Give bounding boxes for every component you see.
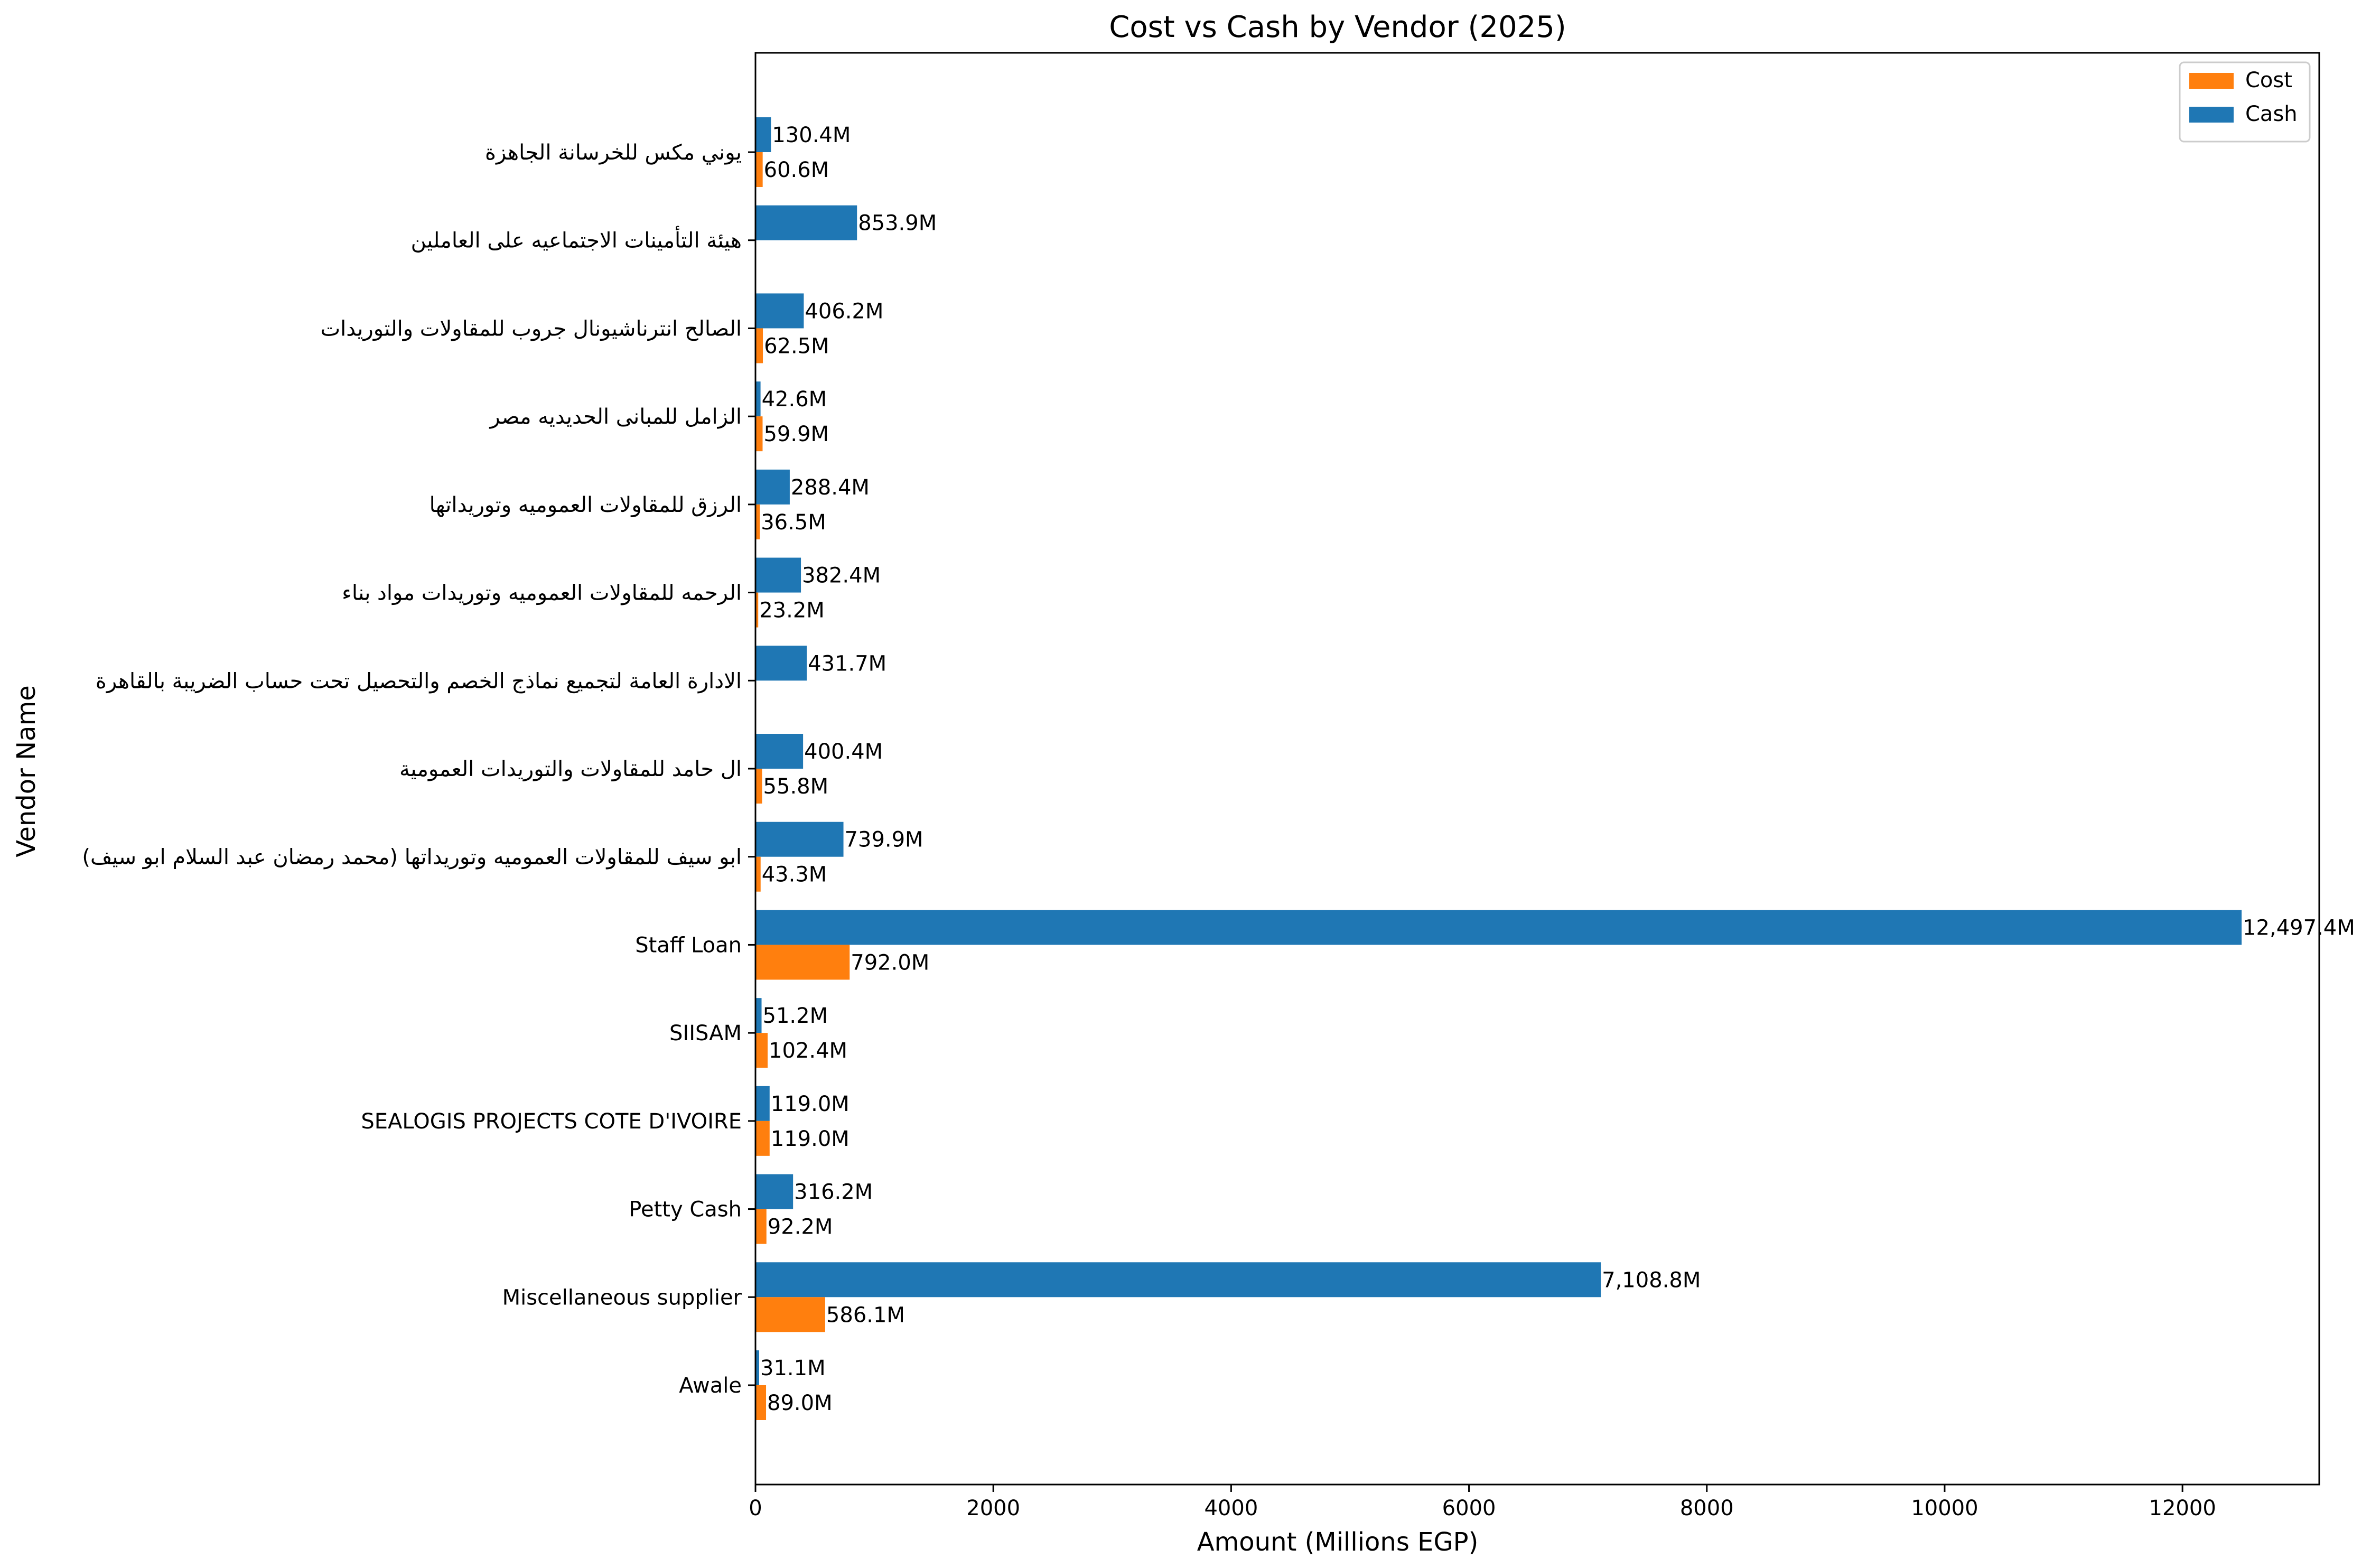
y-tick-label: الزامل للمبانى الحديديه مصر <box>489 405 742 429</box>
cost-bar <box>755 592 759 628</box>
y-tick-label: ال حامد للمقاولات والتوريدات العمومية <box>399 757 742 781</box>
cash-bar <box>755 293 804 329</box>
cash-bar <box>755 822 844 857</box>
cash-bar-label: 130.4M <box>772 123 851 147</box>
cash-bar-label: 406.2M <box>805 299 883 323</box>
cost-bar-label: 43.3M <box>762 863 827 887</box>
y-tick-label: يوني مكس للخرسانة الجاهزة <box>485 141 742 165</box>
x-tick-label: 4000 <box>1204 1496 1258 1520</box>
cost-bar <box>755 769 762 804</box>
cost-bar-label: 60.6M <box>764 158 829 182</box>
cost-bar <box>755 1385 767 1420</box>
cost-bar <box>755 1209 767 1244</box>
x-tick-label: 10000 <box>1911 1496 1978 1520</box>
cash-bar-label: 12,497.4M <box>2243 916 2355 940</box>
y-tick-label: الرزق للمقاولات العموميه وتوريداتها <box>430 493 742 517</box>
cash-bar-label: 42.6M <box>762 387 827 412</box>
cash-bar <box>755 117 771 152</box>
y-tick-label: هيئة التأمينات الاجتماعيه على العاملين <box>411 226 742 253</box>
y-axis-label: Vendor Name <box>12 685 41 857</box>
x-tick-label: 6000 <box>1442 1496 1496 1520</box>
cost-bar-label: 119.0M <box>771 1127 850 1151</box>
y-tick-label: ابو سيف للمقاولات العموميه وتوريداتها (م… <box>82 845 742 870</box>
plot-frame <box>754 52 2320 1486</box>
cost-bar <box>755 328 763 363</box>
y-tick-label: الصالح انترناشيونال جروب للمقاولات والتو… <box>321 316 742 341</box>
legend-swatch <box>2189 73 2234 89</box>
cash-bar <box>755 1174 794 1209</box>
y-tick-label: Staff Loan <box>635 933 742 957</box>
x-axis-label: Amount (Millions EGP) <box>1197 1527 1479 1557</box>
cash-bar <box>755 557 801 593</box>
cash-bar <box>755 910 2242 945</box>
cash-bar-label: 288.4M <box>791 475 870 500</box>
cash-bar-label: 316.2M <box>794 1180 873 1205</box>
cash-bar-label: 7,108.8M <box>1602 1268 1701 1292</box>
cost-bar-label: 102.4M <box>769 1039 847 1063</box>
x-tick-label: 0 <box>749 1496 762 1520</box>
cost-bar-label: 23.2M <box>759 599 825 623</box>
cost-bar <box>755 945 850 980</box>
cost-bar <box>755 1033 768 1068</box>
cash-bar <box>755 205 857 240</box>
cash-bar-label: 739.9M <box>845 828 923 852</box>
legend-label: Cash <box>2245 102 2298 126</box>
y-tick-label: Miscellaneous supplier <box>502 1285 742 1310</box>
cost-bar-label: 792.0M <box>851 950 929 975</box>
cash-bar <box>755 1350 760 1385</box>
cash-bar <box>755 381 761 417</box>
cash-bar-label: 382.4M <box>802 564 881 588</box>
cost-bar-label: 89.0M <box>767 1391 833 1415</box>
chart-title: Cost vs Cash by Vendor (2025) <box>1109 10 1566 44</box>
cost-bar <box>755 1121 770 1156</box>
cash-bar-label: 119.0M <box>771 1092 850 1116</box>
cash-bar-label: 51.2M <box>763 1004 828 1028</box>
cash-bar <box>755 1262 1601 1298</box>
legend-swatch <box>2189 107 2234 123</box>
legend-label: Cost <box>2245 68 2292 92</box>
cost-bar <box>755 1297 825 1332</box>
x-tick-label: 2000 <box>966 1496 1020 1520</box>
cost-bar-label: 36.5M <box>761 510 826 535</box>
plot-area: 130.4M 60.6M يوني مكس للخرسانة الجاهزة 853.… <box>82 52 2355 1520</box>
cost-bar-label: 59.9M <box>763 422 829 446</box>
cash-bar-label: 853.9M <box>858 211 937 236</box>
y-tick-label: الادارة العامة لتجميع نماذج الخصم والتحص… <box>96 669 742 694</box>
cost-bar <box>755 152 763 187</box>
cost-bar <box>755 856 761 892</box>
y-tick-label: الرحمه للمقاولات العموميه وتوريدات مواد … <box>342 581 742 605</box>
cash-bar <box>755 998 762 1033</box>
cash-bar <box>755 646 807 681</box>
y-tick-label: SIISAM <box>669 1021 742 1046</box>
y-tick-label: Awale <box>679 1374 742 1398</box>
cost-bar-label: 92.2M <box>768 1215 833 1239</box>
x-tick-label: 12000 <box>2149 1496 2216 1520</box>
cash-bar <box>755 734 804 769</box>
cash-bar <box>755 1086 770 1121</box>
cost-bar <box>755 504 760 539</box>
cost-bar <box>755 416 763 452</box>
x-tick-label: 8000 <box>1680 1496 1734 1520</box>
cash-bar-label: 431.7M <box>808 651 886 676</box>
y-tick-label: Petty Cash <box>629 1198 742 1222</box>
cash-bar-label: 31.1M <box>760 1356 826 1380</box>
cost-bar-label: 62.5M <box>764 334 829 358</box>
cost-bar-label: 55.8M <box>763 774 829 799</box>
y-tick-label: SEALOGIS PROJECTS COTE D'IVOIRE <box>361 1109 742 1134</box>
cash-bar-label: 400.4M <box>804 740 883 764</box>
cost-bar-label: 586.1M <box>826 1303 905 1327</box>
cash-bar <box>755 469 790 505</box>
